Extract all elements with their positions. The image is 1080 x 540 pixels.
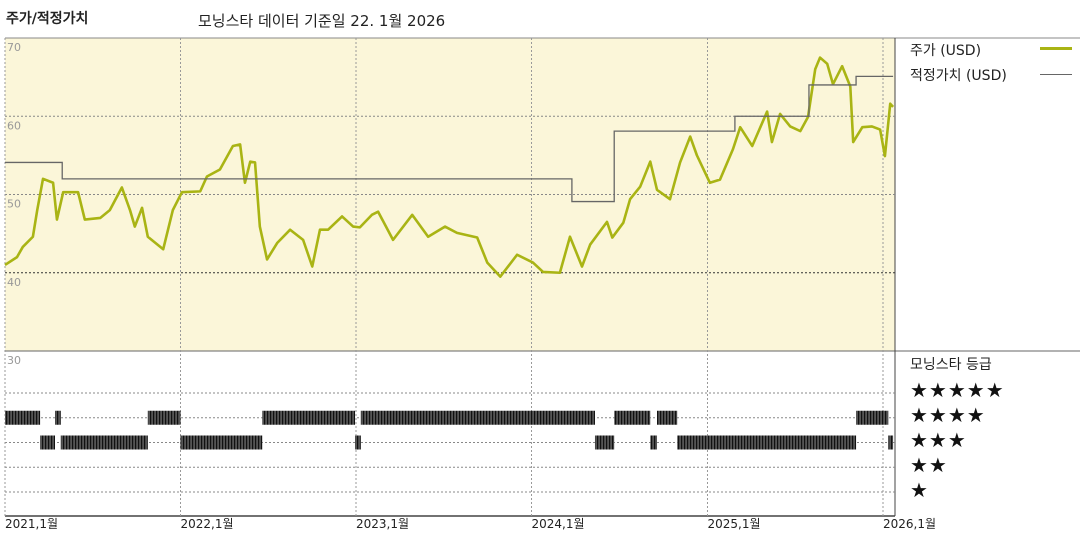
- y-tick-label: 60: [7, 119, 21, 132]
- rating-bar-3-stars: [40, 435, 56, 450]
- x-tick-label: 2021,1월: [5, 517, 58, 531]
- rating-bar-4-stars: [614, 410, 651, 425]
- rating-bar-3-stars: [60, 435, 148, 450]
- rating-bar-3-stars: [180, 435, 263, 450]
- rating-bar-3-stars: [650, 435, 658, 450]
- rating-bar-4-stars: [856, 410, 889, 425]
- x-tick-label: 2022,1월: [181, 517, 234, 531]
- rating-row-3-stars: ★★★: [910, 428, 967, 452]
- rating-row-5-stars: ★★★★★: [910, 378, 1005, 402]
- legend-fair-value-label: 적정가치 (USD): [910, 68, 1007, 84]
- y-tick-label: 40: [7, 276, 21, 289]
- price-line: [4, 56, 895, 278]
- rating-bar-3-stars: [888, 435, 894, 450]
- fair-value-line: [5, 75, 894, 203]
- legend-rating-title: 모닝스타 등급: [910, 357, 992, 373]
- rating-row-1-star: ★: [910, 478, 929, 502]
- legend-fair-value-swatch: [1040, 74, 1072, 75]
- rating-row-4-stars: ★★★★: [910, 403, 986, 427]
- legend-price-swatch: [1040, 47, 1072, 50]
- rating-bar-4-stars: [147, 410, 181, 425]
- y-tick-label: 50: [7, 198, 21, 211]
- y-tick-label: 70: [7, 41, 21, 54]
- rating-bar-4-stars: [360, 410, 595, 425]
- rating-bar-4-stars: [262, 410, 356, 425]
- x-tick-label: 2026,1월: [883, 517, 936, 531]
- x-tick-label: 2023,1월: [356, 517, 409, 531]
- rating-bar-3-stars: [677, 435, 857, 450]
- rating-bar-4-stars: [55, 410, 61, 425]
- rating-row-2-stars: ★★: [910, 453, 948, 477]
- x-tick-label: 2024,1월: [532, 517, 585, 531]
- rating-bar-4-stars: [657, 410, 678, 425]
- rating-bar-3-stars: [594, 435, 615, 450]
- legend-price-label: 주가 (USD): [910, 43, 982, 59]
- x-tick-label: 2025,1월: [707, 517, 760, 531]
- data-date-subtitle: 모닝스타 데이터 기준일 22. 1월 2026: [198, 12, 446, 30]
- rating-bar-3-stars: [355, 435, 361, 450]
- y-tick-label: 30: [7, 354, 21, 367]
- chart-title: 주가/적정가치: [6, 11, 89, 27]
- rating-bar-4-stars: [5, 410, 41, 425]
